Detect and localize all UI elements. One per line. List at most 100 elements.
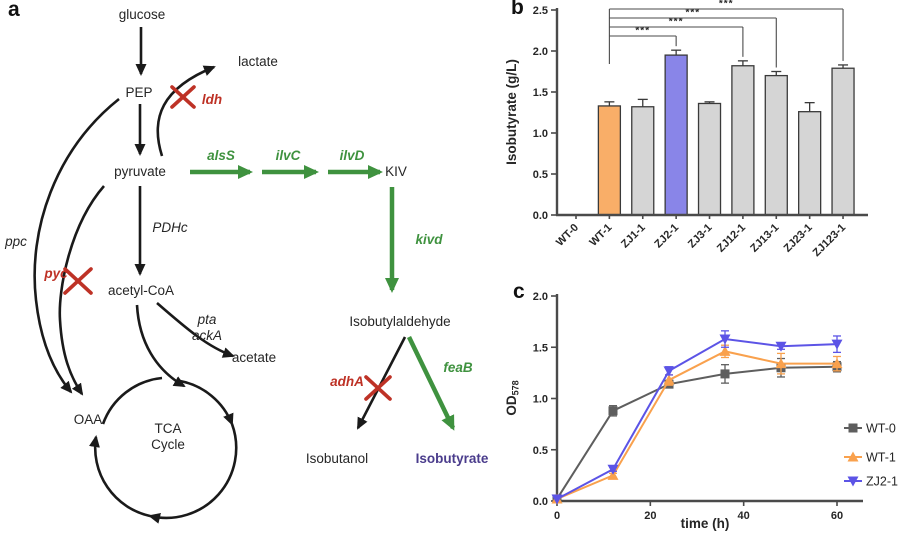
marker-triangle-up <box>663 374 675 385</box>
pathway-arrows-svg <box>33 27 456 524</box>
x-label-ZJ123-1: ZJ123-1 <box>811 222 848 259</box>
x-tick-label: 60 <box>831 510 843 522</box>
black-pathway-arrows <box>33 27 407 524</box>
error-bar-ZJ2-1 <box>671 49 682 56</box>
x-label-ZJ23-1: ZJ23-1 <box>782 222 815 255</box>
arrow-pyruvate-to-lactate <box>156 65 216 157</box>
marker-square <box>608 406 618 416</box>
x-label-ZJ3-1: ZJ3-1 <box>686 222 715 251</box>
panel-b-letter: b <box>511 0 524 19</box>
gene-ppc: ppc <box>5 233 27 249</box>
y-tick-label: 0.5 <box>533 169 548 181</box>
error-bar-WT-1 <box>604 101 615 106</box>
legend-label-WT-1: WT-1 <box>866 451 896 465</box>
y-tick-label: 1.5 <box>533 342 548 354</box>
growth-curve-line-chart-svg: 0 20 40 60 0.0 0.5 1.0 1.5 2.0 time (h) OD578 WT-0 W… <box>504 291 898 531</box>
x-tick-label: 20 <box>644 510 656 522</box>
panel-a-pathway-diagram: a <box>5 0 489 524</box>
bar-ZJ23-1 <box>798 111 822 216</box>
gene-ilvc: ilvC <box>275 147 301 163</box>
series-line-ZJ2-1 <box>556 338 838 500</box>
gene-ilvd: ilvD <box>339 147 365 163</box>
metabolite-lactate: lactate <box>238 53 278 69</box>
series-line-WT-1 <box>556 350 837 500</box>
sig-stars-ZJ13-1: *** <box>685 8 700 19</box>
error-bar-ZJ3-1 <box>704 101 715 104</box>
marker-triangle-down <box>663 366 675 377</box>
marker-triangle-down <box>831 339 843 350</box>
bar-ZJ1-1 <box>631 106 655 216</box>
marker-triangle-up <box>847 451 859 462</box>
tca-arc-left-up-to-oaa <box>89 435 151 518</box>
x-tick-label: 0 <box>554 510 560 522</box>
y-axis-title: OD578 <box>504 380 521 415</box>
bar-ZJ2-1 <box>664 54 688 216</box>
metabolite-acetate: acetate <box>231 349 277 365</box>
bar-ZJ3-1 <box>697 102 722 216</box>
x-mark-ldh <box>170 85 196 109</box>
y-axis-title: Isobutyrate (g/L) <box>504 59 519 165</box>
error-bar-ZJ13-1 <box>771 70 782 76</box>
isobutyrate-bar-chart-svg: WT-0 WT-1 ZJ1-1 ZJ2-1 ZJ3-1 ZJ12-1 ZJ13-1 ZJ23-… <box>504 0 868 259</box>
marker-triangle-down <box>775 341 787 352</box>
marker-triangle-down <box>607 464 619 475</box>
tca-arc-top-right <box>179 379 234 426</box>
label-tca-cycle: TCA Cycle <box>151 420 185 452</box>
tca-arc-bottom-right <box>148 423 238 524</box>
panel-c-letter: c <box>513 280 525 303</box>
legend-item-ZJ2-1: ZJ2-1 <box>844 475 898 489</box>
y-tick-label: 1.0 <box>533 394 548 406</box>
y-tick-label: 1.5 <box>533 87 548 99</box>
tca-arc-oaa-to-top <box>101 376 163 425</box>
gene-pta-acka: pta ackA <box>191 311 223 343</box>
gene-pyc: pyc <box>44 265 68 281</box>
marker-triangle-up <box>719 345 731 356</box>
legend-item-WT-1: WT-1 <box>844 451 896 465</box>
metabolite-isobutyrate-product: Isobutyrate <box>415 450 489 466</box>
legend-item-WT-0: WT-0 <box>844 422 896 436</box>
error-bar-ZJ23-1 <box>804 102 815 112</box>
y-tick-label: 2.0 <box>533 46 548 58</box>
gene-kivd: kivd <box>415 231 443 247</box>
green-overexpression-arrows <box>190 165 456 431</box>
y-tick-label: 0.0 <box>533 210 548 222</box>
metabolite-pep: PEP <box>125 84 153 100</box>
gene-alss: alsS <box>207 147 235 163</box>
bar-WT-1 <box>597 105 622 216</box>
sig-stars-ZJ12-1: *** <box>669 17 684 28</box>
y-tick-label: 2.0 <box>533 291 548 303</box>
gene-adha: adhA <box>330 373 364 389</box>
marker-triangle-down <box>551 494 563 505</box>
arrow-pyruvate-to-oaa-pyc <box>58 185 105 396</box>
y-tick-label: 2.5 <box>533 5 548 17</box>
x-axis-title: time (h) <box>681 516 730 531</box>
metabolite-isobutanol: Isobutanol <box>305 450 369 466</box>
series-line-WT-0 <box>556 365 838 500</box>
sig-stars-ZJ123-1: *** <box>719 0 734 10</box>
error-bar-ZJ12-1 <box>737 60 748 66</box>
arrow-acetylcoa-to-acetate <box>156 302 235 358</box>
marker-square <box>720 369 730 379</box>
marker-square <box>848 423 858 433</box>
gene-pdhc: PDHc <box>152 219 188 235</box>
gene-ldh: ldh <box>201 91 223 107</box>
gene-feab: feaB <box>443 359 473 375</box>
metabolite-pyruvate: pyruvate <box>114 163 166 179</box>
metabolite-acetyl-coa: acetyl-CoA <box>107 282 175 298</box>
metabolite-isobutylaldehyde: Isobutylaldehyde <box>349 313 451 329</box>
metabolite-kiv: KIV <box>385 163 407 179</box>
arrow-isobutylaldehyde-to-isobutyrate-feab <box>406 336 456 431</box>
marker-triangle-up <box>775 358 787 369</box>
y-tick-label: 0.5 <box>533 445 548 457</box>
x-label-WT-0: WT-0 <box>554 222 581 249</box>
arrow-acetylcoa-to-tca <box>135 304 186 388</box>
y-tick-label: 0.0 <box>533 496 548 508</box>
x-label-ZJ12-1: ZJ12-1 <box>715 222 748 255</box>
arrow-pep-to-oaa-ppc <box>33 97 120 394</box>
panel-a-letter: a <box>8 0 20 21</box>
marker-triangle-up <box>607 469 619 480</box>
y-tick-label: 1.0 <box>533 128 548 140</box>
bar-ZJ12-1 <box>731 65 755 216</box>
metabolite-glucose: glucose <box>118 6 166 22</box>
